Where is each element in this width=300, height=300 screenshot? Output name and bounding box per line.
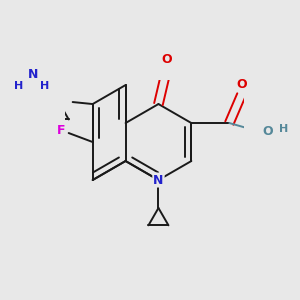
Text: O: O (161, 52, 172, 66)
Text: H: H (14, 81, 23, 91)
Text: H: H (279, 124, 288, 134)
Text: H: H (40, 81, 49, 91)
Text: O: O (236, 78, 247, 91)
Text: O: O (262, 124, 273, 137)
Text: N: N (153, 173, 164, 187)
Text: N: N (28, 68, 38, 81)
Text: F: F (56, 124, 65, 136)
